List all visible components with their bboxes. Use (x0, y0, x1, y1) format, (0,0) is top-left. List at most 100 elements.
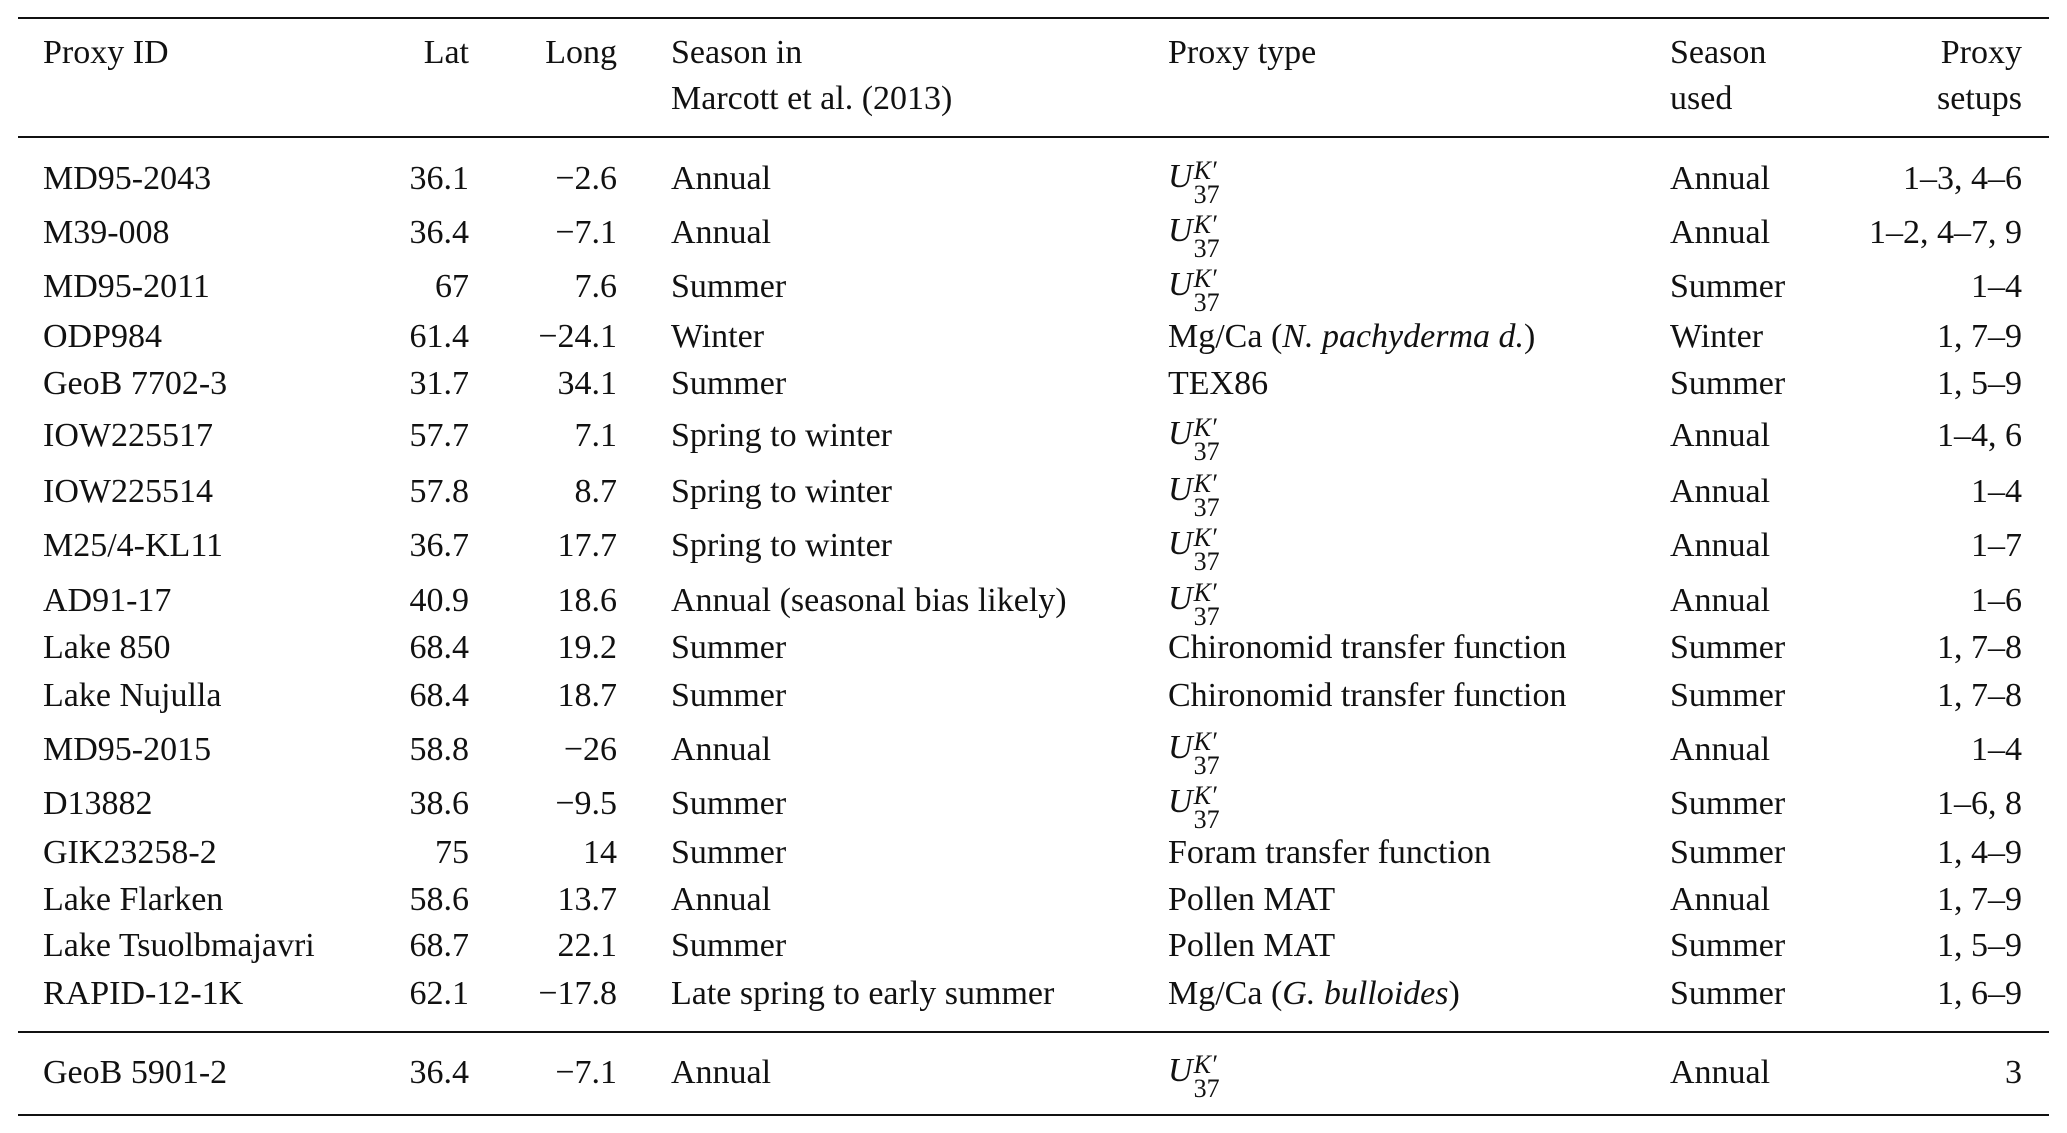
table-cell: Summer (671, 676, 787, 714)
table-cell: Summer (1670, 676, 1786, 714)
header-line: setups (1937, 80, 2022, 117)
script-stack: K′ 37 (1194, 266, 1220, 316)
table-cell: 40.9 (409, 582, 470, 619)
table-cell: Spring to winter (671, 417, 892, 455)
script-stack: K′ 37 (1193, 156, 1220, 210)
text-part: Mg/Ca ( (1168, 318, 1283, 356)
table-cell: Annual (1670, 1053, 1771, 1091)
symbol: U (1168, 212, 1193, 250)
table-cell: 57.8 (409, 472, 470, 510)
header-cell: Season in Marcott et al. (2013) (671, 30, 952, 122)
table-cell: Annual (1670, 881, 1771, 919)
table-cell: 75 (435, 833, 469, 871)
table-cell: GIK23258-2 (43, 833, 217, 871)
table-cell: Annual (1670, 472, 1771, 510)
table-cell: U K′ 37 (1168, 263, 1220, 316)
table-cell: 13.7 (557, 881, 618, 919)
table-cell: 58.8 (409, 730, 470, 768)
superscript: K′ (1193, 726, 1217, 756)
separator-rule (18, 1031, 2049, 1033)
table-cell: Mg/Ca (G. bulloides) (1168, 974, 1460, 1014)
superscript: K′ (1193, 468, 1217, 498)
header-cell: Long (545, 34, 617, 71)
table-cell: Winter (671, 318, 765, 356)
script-stack: K′ 37 (1193, 210, 1220, 262)
superscript: K′ (1193, 210, 1217, 240)
table-cell: Summer (671, 927, 787, 965)
table-cell: 7.1 (574, 417, 618, 455)
superscript: K′ (1193, 522, 1217, 552)
script-stack: K′ 37 (1193, 726, 1220, 780)
subscript: 37 (1193, 602, 1220, 631)
table-cell: 18.6 (557, 582, 618, 619)
table-cell: Summer (1670, 927, 1786, 965)
header-cell: Season used (1670, 30, 1766, 122)
header-rule (18, 136, 2049, 138)
table-cell: Summer (671, 833, 787, 871)
table-cell: MD95-2043 (43, 160, 212, 198)
italic-part: N. pachyderma d. (1282, 318, 1525, 356)
table-cell: U K′ 37 (1168, 780, 1220, 832)
table-cell: IOW225517 (43, 417, 213, 455)
header-line: used (1670, 80, 1733, 117)
subscript: 37 (1193, 180, 1220, 210)
subscript: 37 (1193, 1073, 1220, 1103)
superscript: K′ (1193, 156, 1217, 186)
table-cell: 62.1 (409, 974, 470, 1012)
symbol: U (1168, 158, 1193, 196)
table-cell: 1–2, 4–7, 9 (1869, 214, 2022, 252)
script-stack: K′ 37 (1193, 522, 1220, 574)
table-cell: 1–3, 4–6 (1903, 160, 2022, 198)
table-cell: 34.1 (557, 364, 618, 402)
table-cell: Annual (671, 160, 772, 198)
table-cell: 7.6 (574, 268, 618, 306)
table-cell: M39-008 (43, 214, 170, 252)
table-cell: 1–6 (1971, 582, 2022, 619)
text-part: ) (1448, 974, 1460, 1012)
table-cell: M25/4-KL11 (43, 526, 224, 564)
top-rule (18, 17, 2049, 19)
table-cell: −9.5 (555, 784, 617, 822)
header-cell: Proxy ID (43, 34, 169, 71)
symbol: U (1168, 266, 1193, 304)
table-cell: IOW225514 (43, 472, 213, 510)
table-cell: 1, 7–9 (1937, 881, 2022, 919)
header-line: Season in (671, 34, 803, 71)
subscript: 37 (1193, 750, 1220, 780)
table-cell: U K′ 37 (1168, 468, 1220, 520)
script-stack: K′ 37 (1193, 780, 1220, 832)
table-cell: MD95-2015 (43, 730, 212, 768)
table-cell: Summer (1670, 784, 1786, 822)
table-cell: Lake Tsuolbmajavri (43, 927, 315, 965)
table-cell: −7.1 (555, 1053, 617, 1091)
table-cell: 1, 7–8 (1937, 629, 2022, 667)
table-cell: 3 (2005, 1053, 2022, 1091)
table-cell: U K′ 37 (1168, 577, 1220, 630)
symbol: U (1168, 1051, 1193, 1089)
table-cell: Annual (1670, 582, 1771, 619)
table-cell: 68.7 (409, 927, 470, 965)
table-cell: Late spring to early summer (671, 974, 1055, 1012)
table-cell: U K′ 37 (1168, 522, 1220, 574)
superscript: K′ (1193, 780, 1217, 810)
table-cell: 1, 6–9 (1937, 974, 2022, 1012)
table-cell: Pollen MAT (1168, 881, 1336, 919)
table-cell: 19.2 (557, 629, 618, 667)
table-cell: 1–7 (1971, 526, 2022, 564)
symbol: U (1168, 579, 1193, 617)
table-cell: 1–4 (1971, 268, 2022, 306)
table-cell: 1–4 (1971, 472, 2022, 510)
table-cell: −2.6 (555, 160, 617, 198)
superscript: K′ (1193, 578, 1217, 607)
table-cell: 36.7 (409, 526, 470, 564)
superscript: K′ (1193, 1049, 1217, 1079)
header-cell: Lat (423, 34, 469, 71)
table-cell: Summer (1670, 974, 1786, 1012)
table-cell: TEX86 (1168, 364, 1269, 402)
table-cell: Spring to winter (671, 526, 892, 564)
table-cell: Annual (671, 214, 772, 252)
header-line: Proxy (1940, 34, 2022, 71)
text-part: ) (1524, 318, 1536, 356)
table-cell: D13882 (43, 784, 153, 822)
text-part: Mg/Ca ( (1168, 974, 1283, 1012)
